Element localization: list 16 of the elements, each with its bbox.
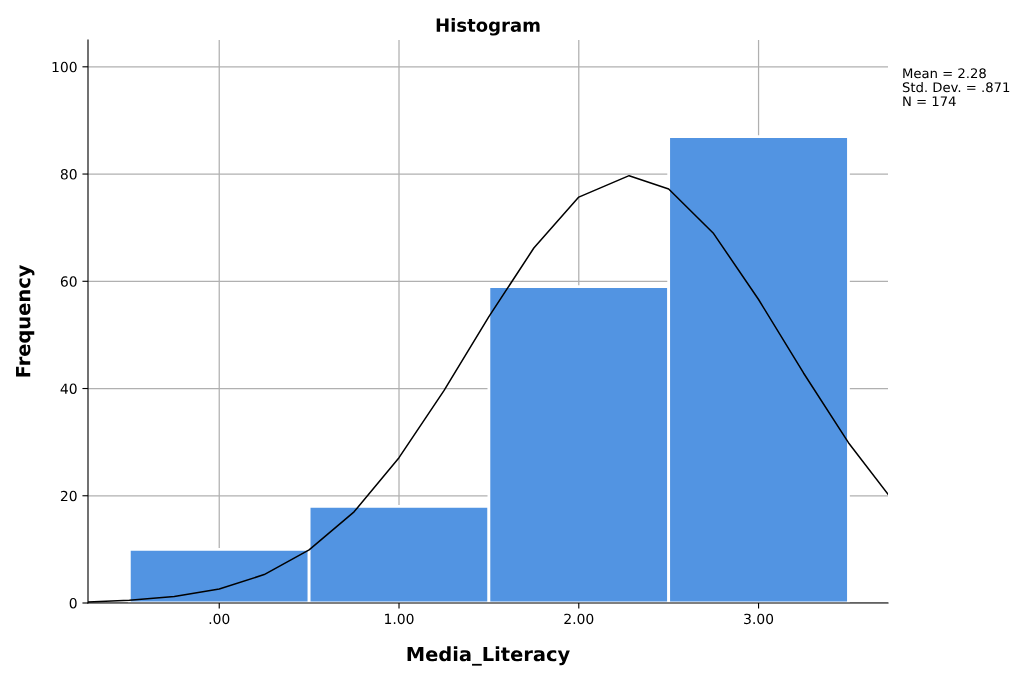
x-tick-label: 3.00 — [744, 613, 774, 625]
y-tick-label: 40 — [60, 383, 77, 394]
x-axis-title: Media_Literacy — [407, 646, 570, 666]
x-tick-label: 1.00 — [385, 613, 414, 625]
y-tick-label: 0 — [69, 597, 77, 609]
text: Mean = 2.28 — [903, 68, 986, 79]
y-tick-label: 80 — [60, 169, 77, 180]
text: Std. Dev. = .871 — [902, 82, 1010, 93]
y-tick-label: 20 — [60, 490, 77, 502]
chart-title: Histogram — [436, 17, 540, 36]
x-tick-label: 2.00 — [564, 613, 594, 625]
x-tick-label: .00 — [209, 613, 230, 625]
y-axis-title: Frequency — [16, 264, 35, 377]
text: N = 174 — [903, 96, 956, 107]
y-tick-label: 100 — [52, 61, 77, 73]
y-tick-label: 60 — [60, 276, 77, 287]
